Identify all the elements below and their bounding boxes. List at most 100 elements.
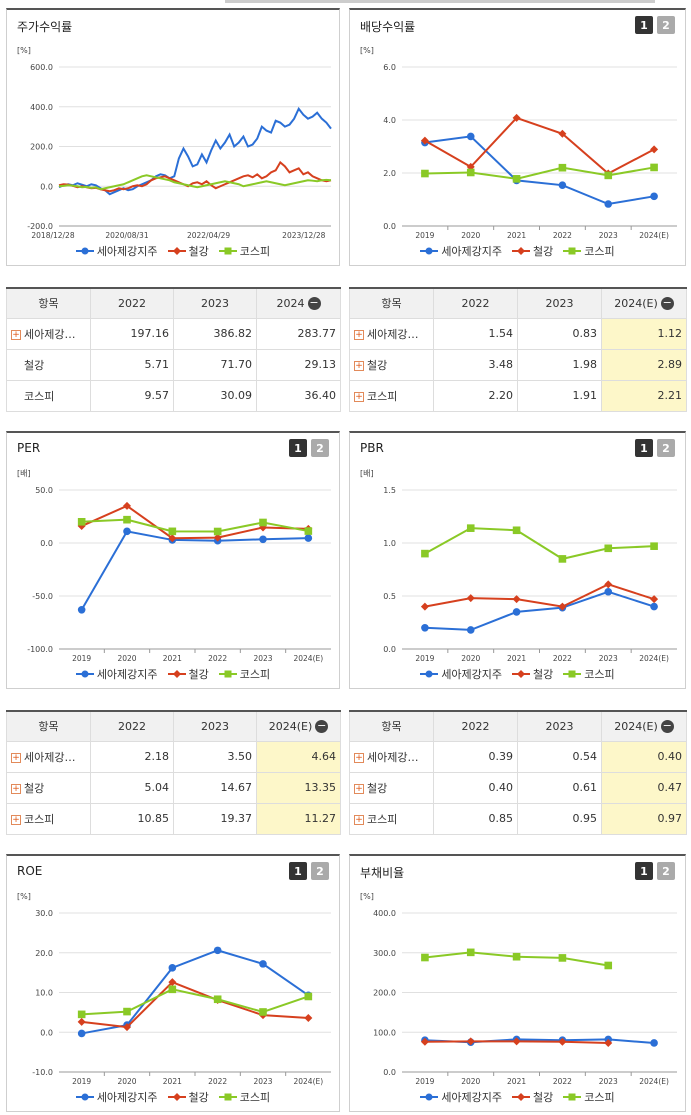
data-point[interactable] (558, 181, 567, 189)
legend-item[interactable]: 철강 (512, 666, 553, 682)
data-point[interactable] (604, 171, 613, 180)
data-point[interactable] (77, 1029, 86, 1038)
expand-plus-icon[interactable]: + (354, 814, 364, 825)
legend-item[interactable]: 철강 (167, 243, 209, 259)
legend-item[interactable]: 코스피 (563, 243, 615, 259)
expand-plus-icon[interactable]: + (354, 752, 364, 763)
legend-item[interactable]: 철강 (167, 1089, 209, 1105)
data-point[interactable] (466, 524, 475, 532)
data-point[interactable] (421, 549, 429, 558)
legend-item[interactable]: 세아제강지주 (75, 243, 158, 259)
data-point[interactable] (421, 169, 429, 178)
data-point[interactable] (168, 985, 177, 994)
data-point[interactable] (466, 626, 475, 634)
expand-plus-icon[interactable]: + (354, 360, 364, 371)
data-point[interactable] (77, 1017, 86, 1026)
expand-plus-icon[interactable]: + (354, 783, 364, 794)
chart-toggle-1[interactable]: 1 (635, 439, 653, 457)
data-point[interactable] (466, 948, 475, 957)
data-point[interactable] (259, 1008, 267, 1016)
chart-toggle-2[interactable]: 2 (311, 439, 329, 457)
data-point[interactable] (123, 515, 131, 524)
data-point[interactable] (123, 1023, 131, 1032)
chart-toggle-1[interactable]: 1 (289, 862, 307, 880)
data-point[interactable] (304, 527, 313, 535)
data-point[interactable] (259, 960, 267, 968)
data-point[interactable] (604, 587, 613, 596)
data-point[interactable] (420, 602, 429, 611)
collapse-minus-icon[interactable]: − (307, 296, 321, 310)
data-point[interactable] (512, 526, 521, 535)
data-point[interactable] (512, 952, 521, 961)
data-point[interactable] (512, 595, 521, 604)
data-point[interactable] (604, 961, 613, 970)
data-point[interactable] (650, 163, 658, 172)
legend-item[interactable]: 철강 (167, 666, 209, 682)
data-point[interactable] (213, 533, 222, 542)
chart-toggle-1[interactable]: 1 (635, 16, 653, 34)
data-point[interactable] (77, 518, 86, 526)
data-point[interactable] (259, 518, 267, 527)
data-point[interactable] (512, 1037, 521, 1046)
data-point[interactable] (512, 113, 521, 122)
data-point[interactable] (650, 595, 659, 604)
legend-item[interactable]: 코스피 (563, 1089, 615, 1105)
data-point[interactable] (466, 132, 475, 141)
data-point[interactable] (604, 1038, 613, 1047)
data-point[interactable] (604, 200, 613, 208)
data-point[interactable] (466, 1037, 475, 1046)
data-point[interactable] (604, 544, 613, 553)
data-point[interactable] (421, 624, 429, 632)
data-point[interactable] (420, 1037, 429, 1046)
data-point[interactable] (650, 145, 659, 154)
chart-toggle-2[interactable]: 2 (311, 862, 329, 880)
data-point[interactable] (168, 964, 177, 972)
expand-plus-icon[interactable]: + (11, 814, 21, 825)
data-point[interactable] (558, 163, 567, 172)
legend-item[interactable]: 철강 (512, 243, 553, 259)
data-point[interactable] (123, 501, 131, 510)
expand-plus-icon[interactable]: + (11, 783, 21, 794)
expand-plus-icon[interactable]: + (11, 329, 21, 340)
data-point[interactable] (77, 1010, 86, 1019)
data-point[interactable] (304, 1013, 313, 1022)
data-point[interactable] (77, 605, 86, 614)
data-point[interactable] (466, 594, 475, 603)
data-point[interactable] (168, 527, 177, 536)
data-point[interactable] (558, 954, 567, 962)
data-point[interactable] (558, 555, 567, 563)
data-point[interactable] (259, 535, 267, 544)
data-point[interactable] (213, 946, 222, 955)
chart-toggle-2[interactable]: 2 (657, 439, 675, 457)
data-point[interactable] (558, 602, 567, 611)
data-point[interactable] (168, 534, 177, 543)
data-point[interactable] (304, 534, 313, 542)
data-point[interactable] (304, 992, 313, 1001)
data-point[interactable] (420, 136, 429, 145)
collapse-minus-icon[interactable]: − (660, 296, 674, 310)
data-point[interactable] (512, 175, 521, 183)
chart-toggle-2[interactable]: 2 (657, 16, 675, 34)
data-point[interactable] (123, 527, 131, 536)
data-point[interactable] (77, 522, 86, 531)
chart-toggle-1[interactable]: 1 (289, 439, 307, 457)
collapse-minus-icon[interactable]: − (315, 719, 329, 733)
legend-item[interactable]: 세아제강지주 (420, 666, 502, 682)
legend-item[interactable]: 세아제강지주 (75, 1089, 158, 1105)
data-point[interactable] (650, 602, 658, 611)
data-point[interactable] (650, 192, 658, 201)
data-point[interactable] (650, 1039, 658, 1047)
expand-plus-icon[interactable]: + (354, 329, 364, 340)
legend-item[interactable]: 세아제강지주 (420, 1089, 502, 1105)
data-point[interactable] (213, 527, 222, 536)
legend-item[interactable]: 코스피 (218, 243, 270, 259)
data-point[interactable] (650, 542, 658, 550)
chart-toggle-1[interactable]: 1 (635, 862, 653, 880)
expand-plus-icon[interactable]: + (354, 391, 364, 402)
data-point[interactable] (558, 129, 567, 138)
data-point[interactable] (123, 1007, 131, 1016)
data-point[interactable] (466, 168, 475, 177)
legend-item[interactable]: 세아제강지주 (420, 243, 502, 259)
data-point[interactable] (512, 608, 521, 616)
legend-item[interactable]: 코스피 (563, 666, 615, 682)
